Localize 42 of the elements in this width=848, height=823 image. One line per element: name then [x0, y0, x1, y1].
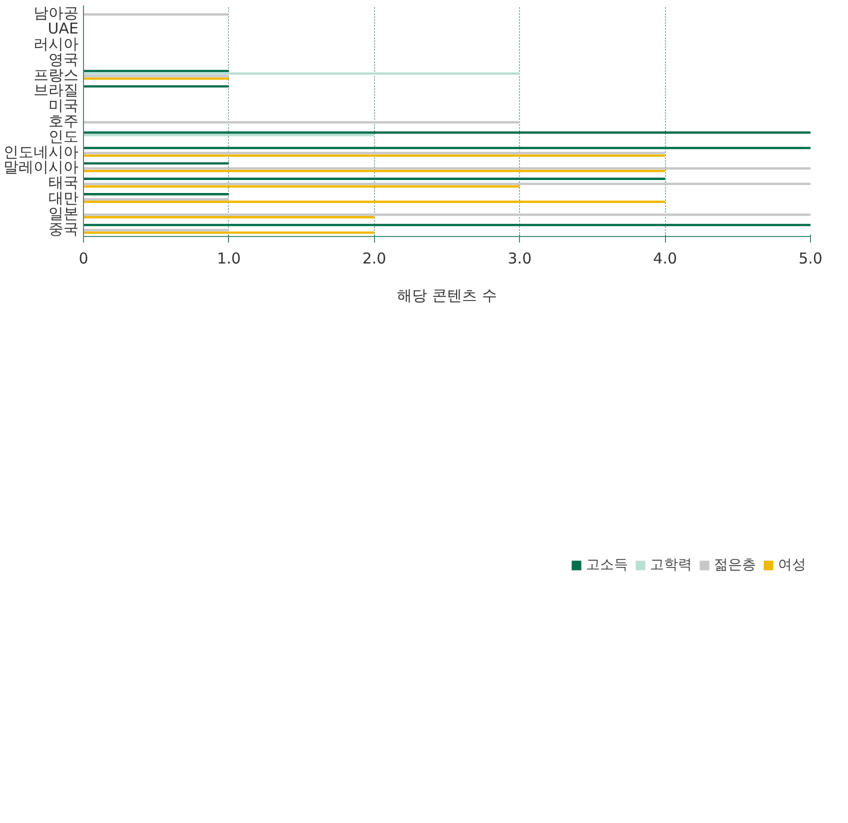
y-tick-label: 말레이시아	[4, 158, 78, 176]
bar	[84, 214, 810, 216]
x-tick-label: 2.0	[362, 250, 386, 268]
legend-label: 젊은층	[714, 556, 756, 574]
bar	[84, 85, 229, 88]
x-tick-label: 3.0	[508, 250, 532, 268]
bar	[84, 178, 666, 180]
x-axis-title: 해당 콘텐츠 수	[397, 286, 497, 304]
bar	[84, 154, 666, 157]
bar	[84, 200, 666, 203]
bar	[84, 198, 229, 200]
y-tick-label: 호주	[48, 112, 78, 130]
bar	[84, 131, 810, 134]
bar	[84, 182, 810, 186]
y-tick-label: 러시아	[34, 35, 78, 53]
bar	[84, 231, 374, 234]
y-tick-label: 미국	[48, 96, 78, 115]
y-tick-label: 영국	[48, 50, 78, 68]
y-tick-label: 대만	[48, 189, 78, 207]
bar	[84, 134, 374, 136]
x-tick-label: 5.0	[798, 250, 822, 268]
bar	[84, 216, 374, 218]
y-tick-label: 일본	[48, 204, 78, 222]
x-tick-label: 0	[78, 250, 88, 268]
y-tick-label: 남아공	[34, 4, 78, 22]
bar	[84, 121, 520, 124]
y-tick-label: UAE	[48, 20, 78, 38]
bar	[84, 77, 229, 80]
y-tick-label: 태국	[48, 174, 78, 192]
y-tick-label: 브라질	[34, 81, 78, 100]
x-tick-label: 4.0	[653, 250, 678, 268]
x-tick-label: 1.0	[216, 250, 241, 268]
bar	[84, 185, 520, 188]
y-tick-label: 프랑스	[34, 66, 78, 84]
y-tick-label: 인도	[48, 127, 78, 146]
legend-label: 여성	[778, 556, 806, 574]
y-tick-label: 중국	[48, 220, 78, 238]
y-tick-label: 인도네시아	[4, 142, 78, 161]
bar	[84, 193, 229, 196]
bar	[84, 162, 229, 165]
legend-label: 고학력	[650, 556, 692, 574]
legend-label: 고소득	[586, 556, 628, 574]
